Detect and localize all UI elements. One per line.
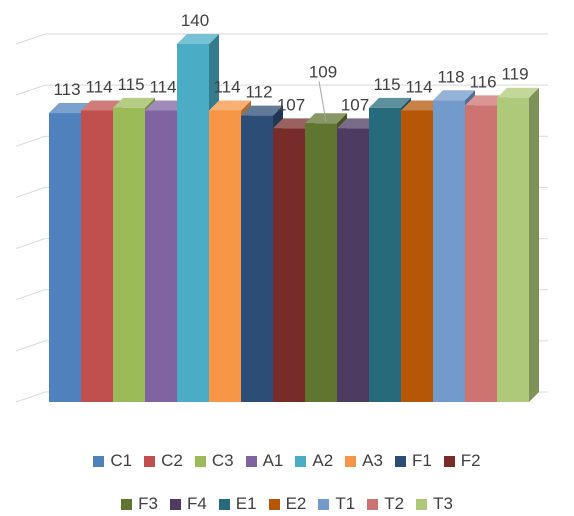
- legend-label: A2: [312, 451, 334, 470]
- bar-front: [337, 128, 369, 402]
- bar-top: [209, 100, 251, 111]
- bar-top: [273, 118, 315, 129]
- data-label-f4: 107: [341, 95, 369, 114]
- legend-swatch: [318, 498, 330, 510]
- legend-swatch: [367, 498, 379, 510]
- legend-swatch: [194, 455, 206, 467]
- legend-label: E2: [285, 494, 307, 513]
- data-label-t1: 118: [437, 67, 464, 86]
- legend-label: C1: [110, 451, 133, 470]
- bar-top: [177, 34, 219, 44]
- bar-top: [369, 97, 411, 108]
- legend-swatch: [121, 498, 133, 510]
- data-label-leader: [318, 81, 327, 122]
- data-label-t3: 119: [501, 65, 528, 84]
- data-label-f2: 107: [277, 95, 305, 114]
- bar-top: [113, 97, 155, 108]
- legend-label: A1: [262, 451, 284, 470]
- bar-t3: [497, 87, 539, 402]
- legend-item-a1: A1: [245, 451, 284, 471]
- bar-top: [497, 87, 539, 98]
- legend-swatch: [443, 455, 455, 467]
- legend-label: T2: [384, 494, 405, 513]
- legend-swatch: [245, 455, 257, 467]
- legend-label: F1: [411, 451, 432, 470]
- gridline: [15, 84, 548, 96]
- legend-item-f1: F1: [394, 451, 432, 471]
- bar-top: [401, 100, 443, 111]
- legend-swatch: [416, 498, 428, 510]
- bar-top: [241, 105, 283, 116]
- legend-item-f4: F4: [169, 494, 207, 514]
- legend-item-t1: T1: [318, 494, 355, 514]
- data-label-f1: 112: [245, 83, 272, 102]
- bar-top: [305, 113, 347, 124]
- bar-top: [49, 103, 91, 114]
- data-label-e1: 115: [373, 75, 400, 94]
- bar-front: [113, 107, 145, 402]
- legend-label: F4: [186, 494, 207, 513]
- bar-front: [369, 107, 401, 402]
- legend-item-t3: T3: [416, 494, 453, 514]
- data-label-a1: 114: [149, 77, 176, 96]
- data-label-t2: 116: [469, 72, 496, 91]
- bar-top: [465, 95, 507, 106]
- bar-front: [305, 123, 337, 403]
- legend-item-f2: F2: [443, 451, 481, 471]
- data-label-a3: 114: [213, 77, 240, 96]
- legend-item-c1: C1: [93, 451, 132, 471]
- legend-label: T3: [433, 494, 453, 513]
- legend-label: A3: [362, 451, 383, 470]
- bar-front: [81, 110, 113, 402]
- legend-label: C2: [161, 451, 183, 470]
- bar-top: [433, 90, 475, 101]
- data-label-f3: 109: [309, 62, 337, 81]
- bar-top: [81, 100, 123, 111]
- legend-swatch: [268, 498, 280, 510]
- bar-front: [49, 113, 81, 403]
- legend-item-a3: A3: [345, 451, 383, 471]
- legend-item-e1: E1: [218, 494, 257, 514]
- legend-item-c2: C2: [144, 451, 183, 471]
- legend-swatch: [394, 455, 406, 467]
- legend-row-2: F3 F4 E1 E2 T1 T2 T3: [0, 494, 574, 514]
- legend-item-e2: E2: [268, 494, 307, 514]
- legend-swatch: [144, 455, 156, 467]
- bar-front: [433, 100, 465, 402]
- legend-item-t2: T2: [367, 494, 404, 514]
- bar-front: [273, 128, 305, 402]
- legend-row-1: C1 C2 C3 A1 A2 A3 F1 F2: [0, 451, 574, 471]
- data-label-a2: 140: [181, 11, 209, 30]
- data-label-c3: 115: [117, 75, 144, 94]
- legend-label: T1: [335, 494, 356, 513]
- legend-swatch: [345, 455, 357, 467]
- bar-front: [401, 110, 433, 402]
- legend-swatch: [93, 455, 105, 467]
- data-label-e2: 114: [405, 77, 432, 96]
- bar-front: [177, 44, 209, 402]
- bar-front: [465, 105, 497, 402]
- legend-label: E1: [235, 494, 257, 513]
- bar-front: [497, 97, 529, 402]
- bar-front: [241, 115, 273, 402]
- bar-front: [209, 110, 241, 402]
- legend-item-a2: A2: [295, 451, 333, 471]
- legend-label: F2: [460, 451, 481, 470]
- legend-item-f3: F3: [121, 494, 158, 514]
- gridline: [15, 33, 548, 45]
- legend-swatch: [295, 455, 307, 467]
- legend-swatch: [169, 498, 181, 510]
- bar-top: [337, 118, 379, 129]
- data-label-c1: 113: [53, 80, 80, 99]
- legend-item-c3: C3: [194, 451, 234, 471]
- bar-front: [145, 110, 177, 402]
- bar-top: [145, 100, 187, 111]
- legend-swatch: [218, 498, 230, 510]
- bar-side: [529, 87, 539, 402]
- legend-label: F3: [138, 494, 158, 513]
- legend-label: C3: [211, 451, 234, 470]
- data-label-c2: 114: [85, 77, 112, 96]
